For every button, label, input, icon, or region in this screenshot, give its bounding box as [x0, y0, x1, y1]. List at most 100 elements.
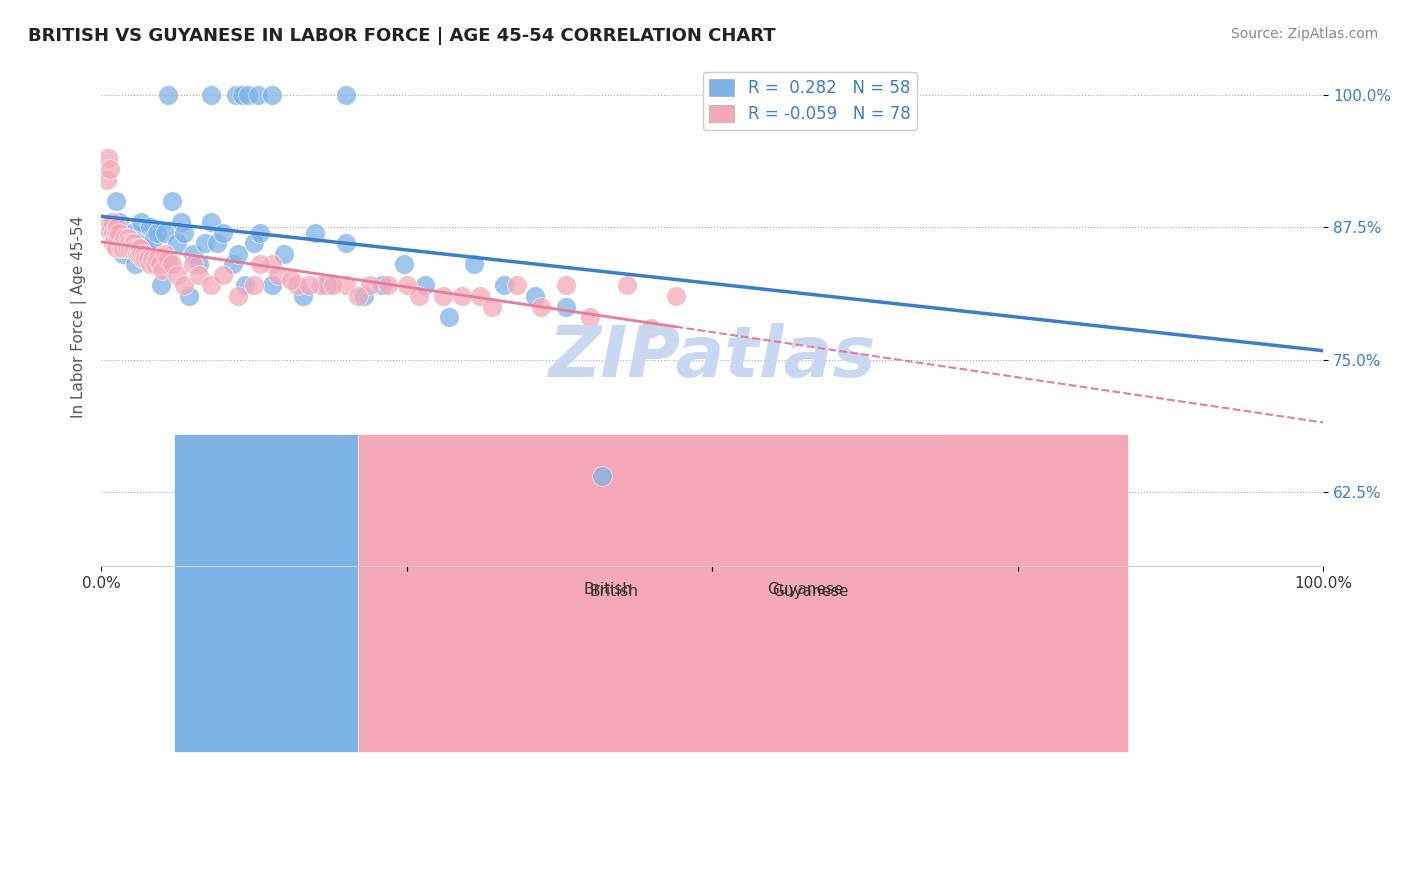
Guyanese	[114, 236, 136, 251]
British	[262, 87, 284, 102]
British	[246, 87, 269, 102]
British	[166, 236, 188, 251]
British	[108, 215, 131, 229]
British	[304, 226, 326, 240]
Guyanese	[104, 226, 127, 240]
Guyanese	[157, 252, 180, 266]
British	[738, 87, 761, 102]
Guyanese	[166, 268, 188, 282]
Guyanese	[226, 289, 249, 303]
Guyanese	[408, 289, 430, 303]
British	[200, 215, 222, 229]
British	[136, 246, 159, 260]
Guyanese	[97, 152, 120, 166]
Guyanese	[280, 273, 302, 287]
Y-axis label: In Labor Force | Age 45-54: In Labor Force | Age 45-54	[72, 216, 87, 418]
Guyanese	[134, 252, 156, 266]
British	[127, 236, 149, 251]
British	[157, 87, 180, 102]
British	[124, 257, 146, 271]
British	[524, 289, 547, 303]
Guyanese	[120, 242, 142, 256]
Guyanese	[149, 257, 172, 271]
British	[207, 236, 229, 251]
Guyanese	[127, 242, 149, 256]
Guyanese	[481, 300, 503, 314]
Guyanese	[117, 231, 139, 245]
Guyanese	[309, 278, 332, 293]
Guyanese	[104, 242, 127, 256]
Text: Source: ZipAtlas.com: Source: ZipAtlas.com	[1230, 27, 1378, 41]
Legend: R =  0.282   N = 58, R = -0.059   N = 78: R = 0.282 N = 58, R = -0.059 N = 78	[703, 72, 917, 130]
British	[100, 226, 122, 240]
Guyanese	[298, 278, 321, 293]
British	[335, 87, 357, 102]
Guyanese	[107, 231, 129, 245]
British	[226, 246, 249, 260]
Guyanese	[136, 252, 159, 266]
Guyanese	[395, 278, 418, 293]
Guyanese	[108, 226, 131, 240]
British	[222, 257, 245, 271]
British	[439, 310, 461, 325]
Guyanese	[450, 289, 472, 303]
Guyanese	[132, 246, 155, 260]
Guyanese	[94, 220, 117, 235]
Text: British: British	[591, 583, 638, 599]
British	[212, 226, 235, 240]
Guyanese	[579, 310, 602, 325]
Guyanese	[160, 257, 183, 271]
Guyanese	[105, 220, 128, 235]
Guyanese	[122, 242, 145, 256]
British	[262, 278, 284, 293]
Guyanese	[129, 242, 152, 256]
Guyanese	[112, 242, 135, 256]
Guyanese	[128, 246, 150, 260]
Text: Guyanese: Guyanese	[772, 583, 848, 599]
Guyanese	[112, 231, 135, 245]
British	[249, 226, 271, 240]
British	[173, 226, 195, 240]
FancyBboxPatch shape	[174, 434, 945, 753]
Guyanese	[121, 236, 143, 251]
Text: British: British	[583, 582, 633, 598]
Guyanese	[110, 242, 132, 256]
Guyanese	[153, 246, 176, 260]
British	[146, 226, 169, 240]
Guyanese	[115, 242, 138, 256]
Guyanese	[285, 278, 308, 293]
Guyanese	[122, 236, 145, 251]
British	[179, 289, 201, 303]
Guyanese	[181, 257, 204, 271]
British	[353, 289, 375, 303]
Guyanese	[141, 252, 163, 266]
British	[142, 231, 165, 245]
Guyanese	[103, 236, 125, 251]
Text: Guyanese: Guyanese	[768, 582, 844, 598]
Guyanese	[640, 320, 662, 334]
Guyanese	[267, 268, 290, 282]
British	[233, 278, 256, 293]
British	[243, 236, 266, 251]
Guyanese	[664, 289, 686, 303]
Guyanese	[322, 278, 344, 293]
Text: ZIPatlas: ZIPatlas	[548, 323, 876, 392]
British	[139, 220, 162, 235]
British	[194, 236, 217, 251]
British	[291, 289, 314, 303]
British	[591, 469, 613, 483]
FancyBboxPatch shape	[357, 434, 1128, 753]
British	[463, 257, 485, 271]
Guyanese	[432, 289, 454, 303]
British	[160, 194, 183, 208]
British	[150, 278, 173, 293]
Guyanese	[100, 220, 122, 235]
Guyanese	[200, 278, 222, 293]
British	[231, 87, 253, 102]
British	[413, 278, 436, 293]
Guyanese	[335, 278, 357, 293]
Guyanese	[98, 162, 121, 177]
Guyanese	[262, 257, 284, 271]
Guyanese	[103, 231, 125, 245]
British	[112, 246, 135, 260]
